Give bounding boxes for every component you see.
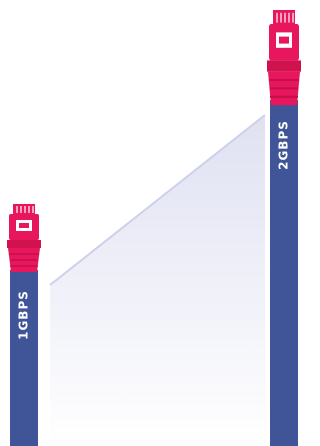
connector xyxy=(7,204,41,272)
cable-1: 1GBPS xyxy=(7,204,41,446)
page: 1GBPS 2GBPS (() => { const data = JSON.p… xyxy=(0,0,306,446)
illustration: 1GBPS 2GBPS xyxy=(0,0,306,446)
cable-label: 1GBPS xyxy=(17,290,31,340)
speed-ramp xyxy=(50,115,265,446)
cable-2: 2GBPS xyxy=(267,10,301,446)
cable-label: 2GBPS xyxy=(277,120,291,170)
connector xyxy=(267,10,301,105)
